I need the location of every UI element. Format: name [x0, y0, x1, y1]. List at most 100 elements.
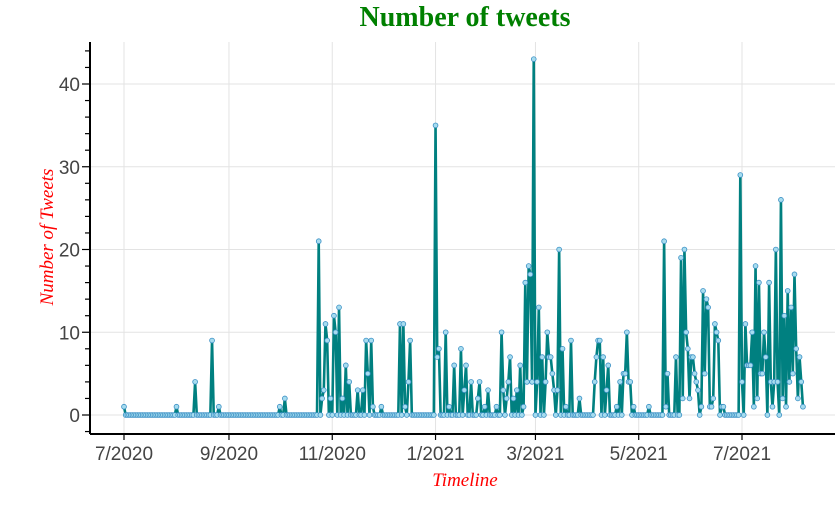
data-point [446, 403, 452, 410]
data-point [701, 370, 708, 377]
data-point [710, 395, 717, 402]
data-point [700, 288, 706, 294]
data-point [593, 354, 600, 360]
data-point [343, 362, 349, 369]
data-point [315, 238, 322, 245]
data-point [502, 412, 508, 418]
data-point [708, 403, 715, 410]
data-point [451, 362, 457, 369]
data-point [673, 354, 679, 360]
data-point [346, 379, 352, 385]
data-point [624, 329, 630, 336]
data-point [784, 288, 791, 294]
data-point [398, 412, 405, 418]
data-point [691, 370, 698, 377]
y-tick-label: 0 [69, 406, 80, 427]
data-point [759, 370, 766, 377]
data-point [740, 412, 747, 418]
x-tick-label: 9/2020 [200, 444, 258, 465]
data-point [747, 362, 754, 369]
x-tick-label: 7/2021 [713, 444, 771, 465]
data-point [559, 345, 566, 352]
data-point [789, 370, 796, 377]
data-point [522, 279, 529, 286]
data-point [322, 321, 329, 327]
data-point [798, 379, 805, 385]
data-point [751, 403, 757, 410]
data-point [473, 412, 479, 418]
data-point [527, 271, 534, 278]
data-point [617, 379, 623, 385]
data-point [500, 387, 507, 393]
data-point [520, 403, 527, 410]
data-point [192, 379, 198, 385]
data-point [646, 403, 652, 410]
data-point [519, 412, 525, 418]
data-point [405, 379, 412, 385]
data-point [368, 337, 375, 344]
data-point [541, 412, 547, 418]
data-point [525, 263, 532, 269]
data-point [517, 362, 523, 369]
data-point [766, 279, 772, 286]
data-point [319, 395, 325, 402]
data-point [685, 345, 691, 352]
data-point [320, 387, 327, 393]
data-point [720, 403, 727, 410]
data-point [434, 354, 441, 360]
data-point [693, 379, 700, 385]
data-point [698, 403, 705, 410]
data-point [329, 412, 336, 418]
data-point [781, 312, 788, 319]
data-point [630, 403, 637, 410]
data-point [505, 379, 512, 385]
data-point [324, 337, 330, 344]
data-point [514, 387, 520, 393]
data-point [791, 271, 798, 278]
data-point [762, 354, 769, 360]
data-point [216, 403, 222, 410]
data-point [336, 304, 342, 311]
data-point [752, 263, 759, 269]
data-point [663, 403, 669, 410]
data-point [276, 403, 283, 410]
data-point [679, 395, 686, 402]
data-point [613, 403, 620, 410]
x-tick-label: 5/2021 [610, 444, 668, 465]
data-point [331, 312, 337, 319]
data-point [475, 395, 481, 402]
data-point [485, 387, 491, 393]
data-point [795, 395, 801, 402]
data-point [686, 395, 693, 402]
data-point [591, 379, 598, 385]
axes: 7/2020 9/2020 11/2020 1/2021 3/2021 5/2021 7/2… [59, 42, 835, 465]
data-point [361, 412, 368, 418]
x-tick-label: 7/2020 [95, 444, 153, 465]
data-point [173, 403, 180, 410]
data-point [556, 246, 562, 253]
series-line [122, 57, 805, 417]
data-point [576, 395, 583, 402]
data-point [659, 412, 666, 418]
data-point [769, 403, 776, 410]
data-point [359, 387, 366, 393]
data-point [715, 337, 722, 344]
data-point [493, 403, 500, 410]
data-point [403, 412, 410, 418]
data-point [370, 403, 376, 410]
data-point [458, 345, 464, 352]
data-point [800, 403, 806, 410]
data-point [618, 412, 625, 418]
data-point [754, 395, 761, 402]
data-point [712, 321, 718, 327]
data-point [121, 403, 127, 410]
data-point [544, 329, 551, 336]
data-point [539, 354, 546, 360]
data-point [524, 379, 530, 385]
data-point [332, 329, 339, 336]
data-point [600, 354, 606, 360]
data-point [510, 395, 517, 402]
data-point [788, 304, 794, 311]
data-point [536, 304, 542, 311]
data-point [436, 345, 442, 352]
